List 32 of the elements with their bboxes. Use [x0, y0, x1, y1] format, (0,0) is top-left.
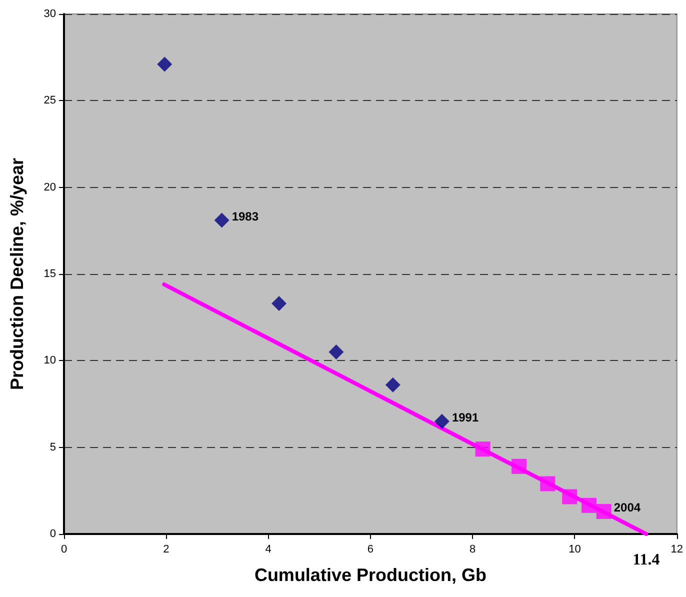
point [512, 458, 527, 474]
y-tick-label: 15 [44, 268, 56, 280]
point [475, 442, 490, 457]
x-tick-label: 10 [568, 544, 581, 556]
x-tick-label: 8 [470, 544, 476, 556]
point [596, 504, 612, 519]
y-tick-label: 10 [44, 354, 56, 367]
point [272, 296, 287, 311]
y-tick-label: 20 [44, 181, 56, 194]
x-axis-title: Cumulative Production, Gb [254, 565, 486, 585]
y-axis-title: Production Decline, %/year [7, 158, 27, 390]
point [582, 498, 597, 513]
point [434, 414, 450, 429]
point [562, 489, 578, 504]
point [540, 476, 556, 492]
point [157, 56, 172, 72]
point [385, 377, 400, 392]
annotation: 1983 [232, 209, 259, 224]
x-tick-label: 0 [60, 544, 68, 556]
x-tick-label: 6 [367, 544, 374, 556]
y-tick-label: 5 [50, 441, 56, 454]
annotation: 1991 [452, 410, 479, 424]
x-tick-label: 4 [265, 544, 272, 556]
x-tick-label: 12 [670, 544, 684, 556]
y-tick-label: 0 [50, 528, 56, 540]
y-tick-label: 25 [44, 94, 56, 107]
point [328, 344, 344, 360]
y-tick-label: 30 [44, 8, 56, 20]
point [214, 212, 230, 228]
annotation: 2004 [614, 500, 641, 514]
x-tick-label: 2 [163, 544, 170, 556]
annotation: 11.4 [632, 552, 660, 568]
